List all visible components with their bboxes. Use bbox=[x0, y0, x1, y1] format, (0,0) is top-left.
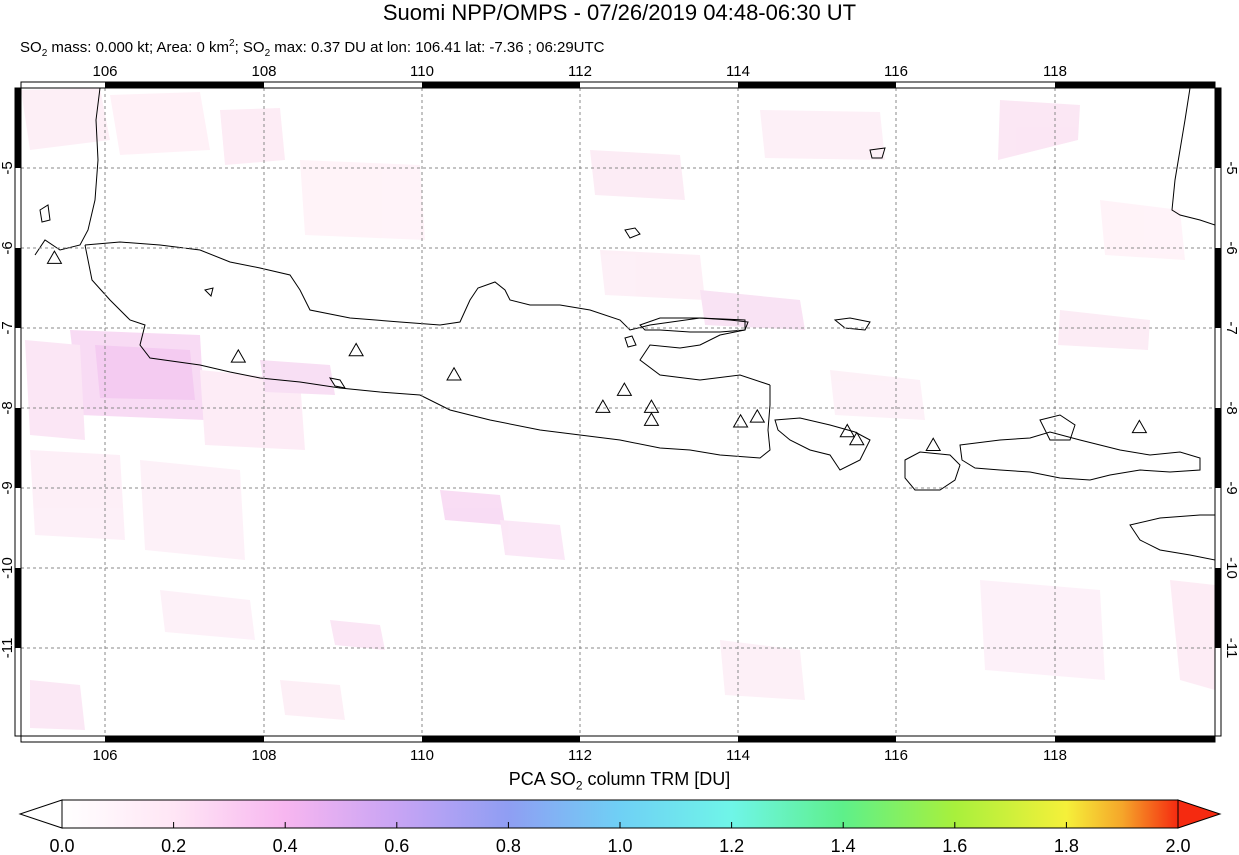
colorbar-label: 1.0 bbox=[607, 836, 632, 855]
subtitle-max-rest: max: 0.37 DU at lon: 106.41 lat: -7.36 ;… bbox=[270, 39, 605, 56]
lon-labels-bottom: 106 108 110 112 114 116 118 bbox=[92, 747, 1066, 764]
colorbar-label: 0.6 bbox=[384, 836, 409, 855]
colorbar-label: 0.0 bbox=[49, 836, 74, 855]
coastlines bbox=[34, 88, 1215, 561]
colorbar-label: 1.6 bbox=[942, 836, 967, 855]
lon-label-bottom: 116 bbox=[884, 747, 908, 764]
subtitle-so2-sub: 2 bbox=[41, 48, 48, 59]
volcano-marker bbox=[1131, 419, 1148, 434]
volcano-marker bbox=[848, 431, 865, 446]
lat-label-right: -9 bbox=[1223, 481, 1239, 494]
colorbar-title-sub: 2 bbox=[575, 778, 583, 793]
lon-label-top: 108 bbox=[251, 63, 276, 80]
lat-labels-left: -5 -6 -7 -8 -9 -10 -11 bbox=[0, 161, 16, 658]
lon-label-top: 116 bbox=[884, 63, 908, 80]
subtitle-so2: SO bbox=[20, 39, 42, 56]
colorbar-title-main: PCA SO bbox=[508, 769, 576, 789]
lon-label-bottom: 114 bbox=[726, 747, 750, 764]
lat-label-left: -5 bbox=[0, 161, 16, 174]
lon-label-bottom: 118 bbox=[1043, 747, 1067, 764]
volcano-marker bbox=[749, 408, 766, 423]
colorbar-label: 0.4 bbox=[273, 836, 298, 855]
subtitle-max: ; SO bbox=[234, 39, 265, 56]
lat-label-right: -8 bbox=[1223, 401, 1239, 414]
colorbar-max-arrow bbox=[1177, 799, 1222, 829]
volcano-marker bbox=[732, 413, 749, 428]
lat-labels-right: -5 -6 -7 -8 -9 -10 -11 bbox=[1223, 161, 1239, 658]
lon-label-bottom: 112 bbox=[568, 747, 592, 764]
map-frame bbox=[14, 81, 1222, 743]
lat-label-right: -5 bbox=[1223, 161, 1239, 174]
volcano-markers bbox=[46, 250, 1148, 451]
volcano-marker bbox=[595, 399, 611, 413]
lon-label-bottom: 108 bbox=[251, 747, 276, 764]
lon-label-top: 106 bbox=[92, 63, 117, 80]
volcano-marker bbox=[348, 342, 364, 357]
colorbar: 0.0 0.2 0.4 0.6 0.8 1.0 1.2 1.4 1.6 1.8 … bbox=[18, 799, 1222, 855]
lat-label-right: -6 bbox=[1223, 241, 1239, 254]
lat-label-right: -11 bbox=[1223, 638, 1239, 659]
colorbar-label: 1.4 bbox=[831, 836, 856, 855]
volcano-marker bbox=[925, 437, 942, 451]
lat-label-left: -7 bbox=[0, 321, 16, 334]
lat-label-left: -9 bbox=[0, 481, 16, 494]
volcano-marker bbox=[46, 250, 63, 264]
colorbar-label: 0.8 bbox=[496, 836, 521, 855]
volcano-marker bbox=[616, 382, 633, 396]
map-subtitle: SO2 mass: 0.000 kt; Area: 0 km2; SO2 max… bbox=[20, 35, 604, 63]
lat-label-left: -8 bbox=[0, 401, 16, 414]
subtitle-max-sub: 2 bbox=[264, 48, 271, 59]
volcano-marker bbox=[230, 348, 247, 363]
subtitle-area-sup: 2 bbox=[229, 38, 235, 49]
lon-label-bottom: 110 bbox=[410, 747, 434, 764]
lon-label-top: 112 bbox=[568, 63, 592, 80]
grid-lines bbox=[21, 88, 1215, 736]
colorbar-label: 2.0 bbox=[1165, 836, 1190, 855]
lon-label-top: 114 bbox=[726, 63, 750, 80]
lat-label-left: -10 bbox=[0, 557, 16, 579]
lon-label-top: 110 bbox=[410, 63, 434, 80]
lon-labels-top: 106 108 110 112 114 116 118 bbox=[92, 63, 1066, 80]
lon-label-bottom: 106 bbox=[92, 747, 117, 764]
volcano-marker bbox=[643, 412, 660, 426]
colorbar-label: 1.8 bbox=[1054, 836, 1079, 855]
colorbar-title-rest: column TRM [DU] bbox=[582, 769, 731, 789]
so2-field bbox=[21, 88, 1215, 730]
volcano-marker bbox=[839, 423, 856, 438]
lon-label-top: 118 bbox=[1043, 63, 1067, 80]
volcano-marker bbox=[446, 366, 462, 381]
colorbar-label: 0.2 bbox=[161, 836, 186, 855]
lat-label-left: -11 bbox=[0, 638, 16, 659]
colorbar-min-arrow bbox=[18, 799, 63, 829]
lat-label-right: -10 bbox=[1223, 557, 1239, 579]
colorbar-label: 1.2 bbox=[719, 836, 744, 855]
subtitle-mass: mass: 0.000 kt; Area: 0 km bbox=[47, 39, 229, 56]
lat-label-left: -6 bbox=[0, 241, 16, 254]
map-title: Suomi NPP/OMPS - 07/26/2019 04:48-06:30 … bbox=[382, 0, 857, 25]
colorbar-title: PCA SO2 column TRM [DU] bbox=[0, 768, 1239, 797]
lat-label-right: -7 bbox=[1223, 321, 1239, 334]
